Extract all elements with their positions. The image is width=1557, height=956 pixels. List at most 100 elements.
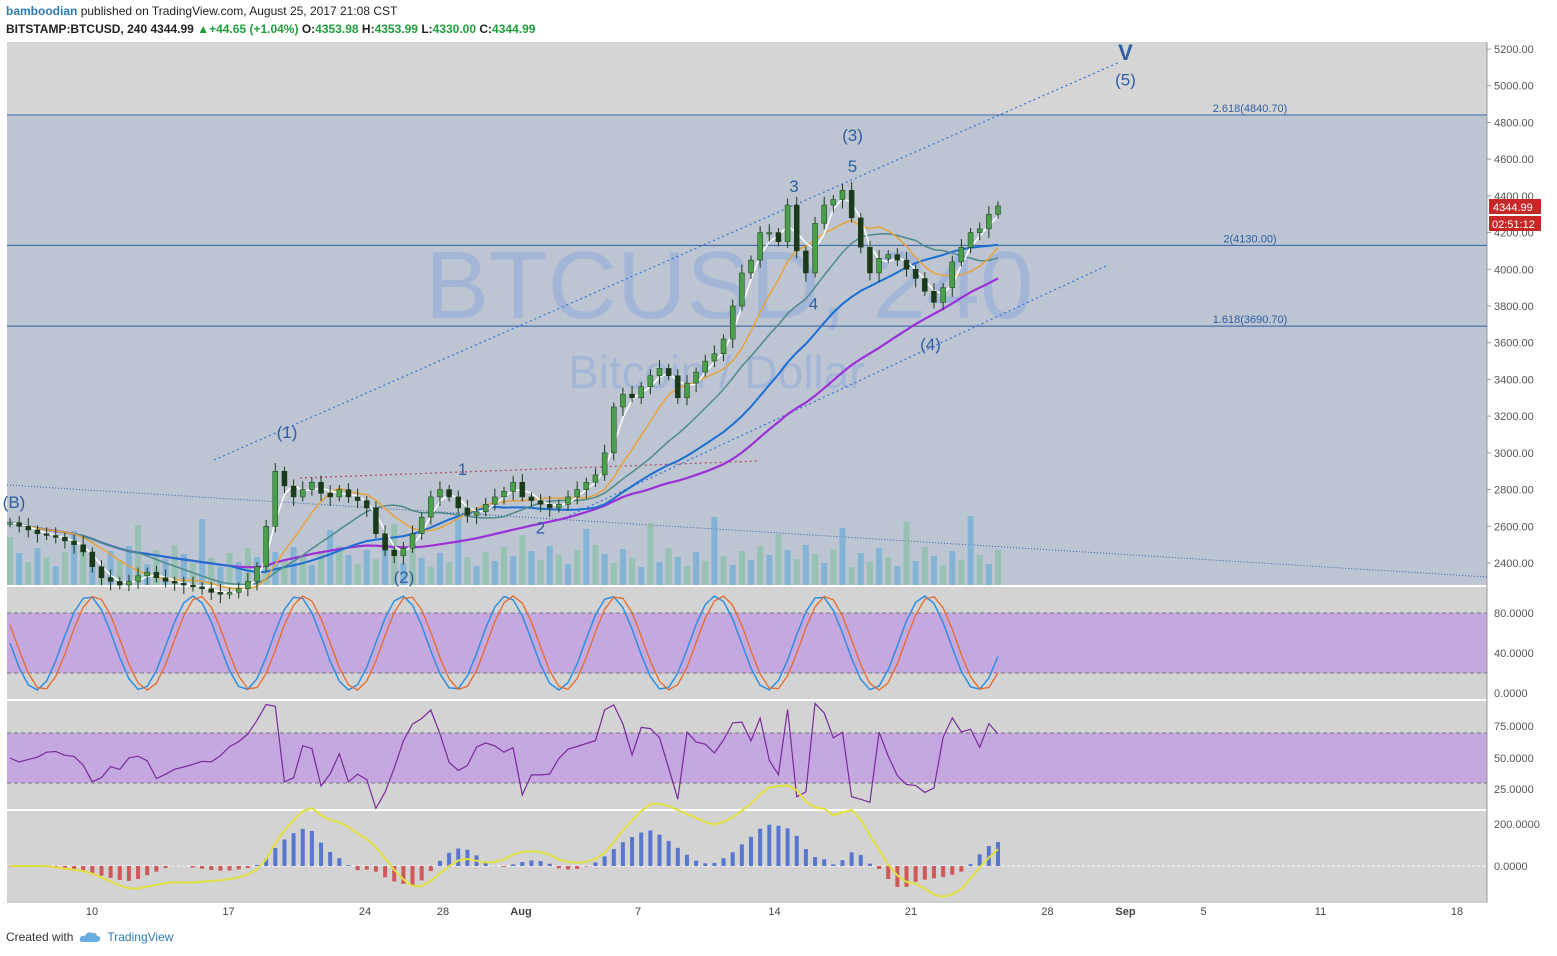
- candle-body: [519, 481, 526, 498]
- macd-histogram-bar: [401, 866, 406, 884]
- macd-histogram-bar: [428, 866, 433, 872]
- candle-body: [739, 272, 745, 307]
- author-name[interactable]: bamboodian: [6, 4, 78, 18]
- wave-label: (5): [1115, 71, 1136, 90]
- candle-body: [976, 228, 983, 233]
- time-tick-label: 5: [1200, 906, 1206, 918]
- macd-histogram-bar: [657, 834, 662, 866]
- candle-body: [720, 338, 727, 354]
- volume-bar: [592, 545, 599, 585]
- volume-bar: [71, 531, 78, 585]
- candle-body: [153, 571, 160, 578]
- candle-body: [373, 507, 379, 534]
- volume-bar: [7, 537, 13, 585]
- candle-body: [89, 551, 96, 567]
- candle-body: [455, 496, 462, 509]
- candle-body: [803, 250, 809, 274]
- macd-histogram-bar: [163, 866, 168, 869]
- macd-histogram-bar: [328, 851, 333, 866]
- macd-histogram-bar: [538, 861, 543, 866]
- candle-body: [263, 526, 269, 567]
- created-with-label: Created with: [6, 930, 74, 944]
- osc-tick-label: 50.0000: [1494, 753, 1534, 765]
- candle-body: [958, 247, 965, 263]
- wave-label: 2: [536, 519, 545, 538]
- countdown-tag: [1489, 216, 1541, 231]
- volume-bar: [738, 551, 745, 585]
- macd-histogram-bar: [639, 832, 644, 866]
- macd-histogram-bar: [730, 852, 735, 866]
- volume-bar: [674, 557, 681, 585]
- tradingview-link[interactable]: TradingView: [107, 930, 174, 944]
- volume-bar: [25, 562, 32, 585]
- candle-body: [345, 489, 352, 498]
- volume-bar: [793, 559, 800, 585]
- macd-histogram-bar: [977, 854, 982, 866]
- time-tick-label: Sep: [1115, 906, 1135, 918]
- volume-bar: [528, 551, 535, 585]
- macd-histogram-bar: [776, 825, 781, 866]
- volume-bar: [565, 564, 572, 585]
- candle-body: [611, 406, 617, 454]
- price-tick-label: 5200.00: [1494, 44, 1534, 56]
- volume-bar: [903, 522, 910, 585]
- price-tick-label: 2400.00: [1494, 558, 1534, 570]
- macd-histogram-bar: [959, 866, 964, 872]
- macd-histogram-bar: [886, 866, 891, 880]
- time-tick-label: 24: [359, 906, 371, 918]
- stoch-d-line: [9, 595, 999, 691]
- macd-histogram-bar: [90, 866, 95, 874]
- candle-body: [43, 533, 50, 536]
- candle-body: [492, 496, 498, 505]
- candle-body: [949, 261, 956, 288]
- macd-histogram-bar: [255, 864, 259, 866]
- macd-histogram-bar: [282, 839, 287, 866]
- wave-label: (4): [920, 335, 941, 354]
- macd-histogram-bar: [136, 866, 141, 880]
- volume-bar: [80, 547, 87, 585]
- time-axis: 10 17 24 28 Aug 7 14 21 28 Sep 5 11 18: [86, 906, 1463, 918]
- candle-body: [729, 305, 736, 340]
- volume-bar: [418, 558, 425, 585]
- wave-label: 3: [789, 177, 798, 196]
- macd-histogram-bar: [273, 848, 278, 866]
- candle-body: [235, 588, 242, 593]
- macd-histogram-bar: [502, 866, 506, 867]
- wave-label: 4: [809, 295, 818, 314]
- volume-bar: [336, 546, 343, 585]
- candle-body: [391, 549, 397, 556]
- volume-bar: [812, 554, 819, 585]
- close-value: 4344.99: [492, 22, 536, 36]
- candle-body: [711, 353, 718, 362]
- macd-histogram-bar: [749, 836, 753, 866]
- price-tick-label: 3000.00: [1494, 448, 1534, 460]
- candle-body: [473, 511, 480, 516]
- price-tick-label: 4000.00: [1494, 264, 1534, 276]
- volume-bar: [135, 525, 142, 585]
- stoch-band: [7, 613, 1487, 673]
- footer: Created with TradingView: [6, 930, 173, 944]
- candle-body: [382, 533, 388, 551]
- volume-bar: [949, 551, 956, 585]
- macd-histogram-bar: [712, 863, 717, 866]
- candle-body: [775, 232, 782, 242]
- volume-bar: [299, 556, 306, 585]
- rsi-line: [9, 702, 999, 810]
- volume-bar: [61, 552, 68, 585]
- candle-body: [98, 566, 105, 578]
- volume-bar: [885, 557, 892, 585]
- macd-histogram-bar: [154, 866, 159, 872]
- candle-body: [684, 382, 690, 399]
- macd-histogram-bar: [419, 866, 424, 881]
- publish-info: published on TradingView.com, August 25,…: [80, 4, 398, 18]
- candle-body: [867, 247, 873, 274]
- price-tick-label: 3400.00: [1494, 374, 1534, 386]
- candle-body: [409, 533, 416, 549]
- macd-histogram-bar: [767, 824, 772, 866]
- rsi-band: [7, 733, 1487, 783]
- open-value: 4353.98: [315, 22, 359, 36]
- volume-bar: [784, 550, 791, 585]
- candle-body: [299, 489, 306, 498]
- fib-label: 2(4130.00): [1223, 233, 1276, 245]
- candle-body: [364, 500, 370, 509]
